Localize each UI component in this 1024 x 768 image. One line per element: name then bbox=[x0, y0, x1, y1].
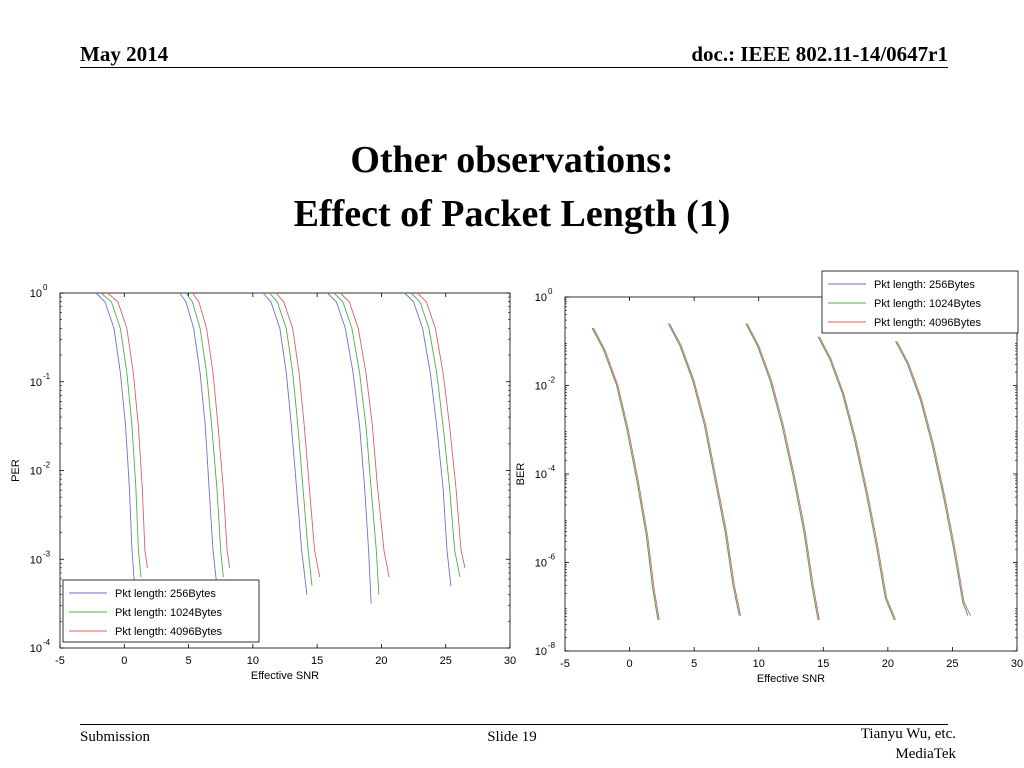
y-tick-label: 10 bbox=[30, 643, 42, 655]
x-tick-label: 15 bbox=[311, 655, 323, 667]
x-tick-label: 30 bbox=[504, 655, 516, 667]
series-line bbox=[410, 292, 461, 578]
series-line bbox=[185, 292, 224, 578]
y-tick-label: 10 bbox=[30, 288, 42, 300]
series-line bbox=[339, 292, 390, 578]
series-line bbox=[333, 292, 380, 595]
y-tick-label: 10 bbox=[30, 377, 42, 389]
header-rule bbox=[80, 67, 948, 68]
series-line bbox=[593, 327, 660, 621]
series-line bbox=[669, 323, 742, 616]
x-axis-label: Effective SNR bbox=[251, 670, 319, 682]
footer-submission: Submission bbox=[80, 729, 151, 745]
x-axis-label: Effective SNR bbox=[757, 673, 825, 685]
x-tick-label: 15 bbox=[817, 658, 829, 670]
legend-label: Pkt length: 4096Bytes bbox=[115, 626, 223, 638]
footer-author-name: Tianyu Wu, etc. bbox=[860, 726, 956, 742]
series-line bbox=[262, 292, 308, 595]
series-line bbox=[896, 341, 971, 616]
slide-title-line2: Effect of Packet Length (1) bbox=[293, 193, 731, 235]
series-line bbox=[591, 327, 659, 621]
y-tick-exponent: -4 bbox=[43, 638, 51, 647]
series-line bbox=[745, 323, 819, 621]
series-line bbox=[269, 292, 313, 586]
y-tick-label: 10 bbox=[535, 558, 547, 570]
series-line bbox=[100, 292, 142, 578]
x-tick-label: 0 bbox=[627, 658, 633, 670]
series-line bbox=[327, 292, 372, 604]
legend-box bbox=[62, 579, 260, 643]
series-line bbox=[95, 292, 136, 586]
x-tick-label: 10 bbox=[247, 655, 259, 667]
x-tick-label: 25 bbox=[440, 655, 452, 667]
y-tick-exponent: -2 bbox=[548, 376, 556, 385]
y-tick-label: 10 bbox=[535, 469, 547, 481]
x-tick-label: 25 bbox=[946, 658, 958, 670]
x-tick-label: 0 bbox=[121, 655, 127, 667]
y-tick-exponent: -1 bbox=[43, 372, 51, 381]
y-tick-label: 10 bbox=[535, 646, 547, 658]
footer-slide-number: Slide 19 bbox=[487, 729, 537, 745]
legend-label: Pkt length: 256Bytes bbox=[115, 588, 216, 600]
y-tick-label: 10 bbox=[30, 554, 42, 566]
x-tick-label: -5 bbox=[560, 658, 570, 670]
x-tick-label: 20 bbox=[375, 655, 387, 667]
series-line bbox=[746, 323, 820, 621]
x-tick-label: 20 bbox=[882, 658, 894, 670]
x-tick-label: 5 bbox=[186, 655, 192, 667]
y-tick-exponent: 0 bbox=[548, 287, 553, 296]
slide-title-line1: Other observations: bbox=[350, 139, 674, 181]
footer-rule bbox=[80, 724, 948, 725]
series-line bbox=[667, 323, 740, 616]
series-line bbox=[819, 336, 897, 621]
series-line bbox=[179, 292, 218, 586]
plot-frame bbox=[564, 296, 1018, 652]
x-tick-label: 5 bbox=[691, 658, 697, 670]
y-tick-label: 10 bbox=[535, 292, 547, 304]
legend-label: Pkt length: 1024Bytes bbox=[874, 298, 982, 310]
y-tick-exponent: -4 bbox=[548, 464, 556, 473]
series-line bbox=[192, 292, 231, 569]
header-date: May 2014 bbox=[80, 42, 169, 66]
footer-author: Tianyu Wu, etc. MediaTek bbox=[861, 724, 956, 764]
y-tick-exponent: 0 bbox=[43, 283, 48, 292]
y-tick-exponent: -6 bbox=[548, 553, 556, 562]
legend-label: Pkt length: 1024Bytes bbox=[115, 607, 223, 619]
series-line bbox=[417, 292, 466, 569]
y-tick-exponent: -3 bbox=[43, 549, 51, 558]
y-axis-label: BER bbox=[515, 463, 527, 486]
series-line bbox=[817, 336, 895, 621]
series-line bbox=[404, 292, 452, 586]
x-tick-label: 10 bbox=[753, 658, 765, 670]
series-line bbox=[895, 341, 969, 616]
y-tick-exponent: -2 bbox=[43, 461, 51, 470]
y-axis-label: PER bbox=[10, 459, 22, 482]
footer-author-org: MediaTek bbox=[895, 746, 956, 762]
x-tick-label: 30 bbox=[1011, 658, 1023, 670]
x-tick-label: -5 bbox=[55, 655, 65, 667]
series-line bbox=[275, 292, 321, 578]
series-line bbox=[107, 292, 148, 569]
y-tick-label: 10 bbox=[30, 466, 42, 478]
y-tick-exponent: -8 bbox=[548, 641, 556, 650]
legend-label: Pkt length: 4096Bytes bbox=[874, 317, 982, 329]
legend-label: Pkt length: 256Bytes bbox=[874, 279, 975, 291]
legend-box bbox=[821, 270, 1019, 334]
y-tick-label: 10 bbox=[535, 381, 547, 393]
header-doc-id: doc.: IEEE 802.11-14/0647r1 bbox=[691, 42, 948, 66]
